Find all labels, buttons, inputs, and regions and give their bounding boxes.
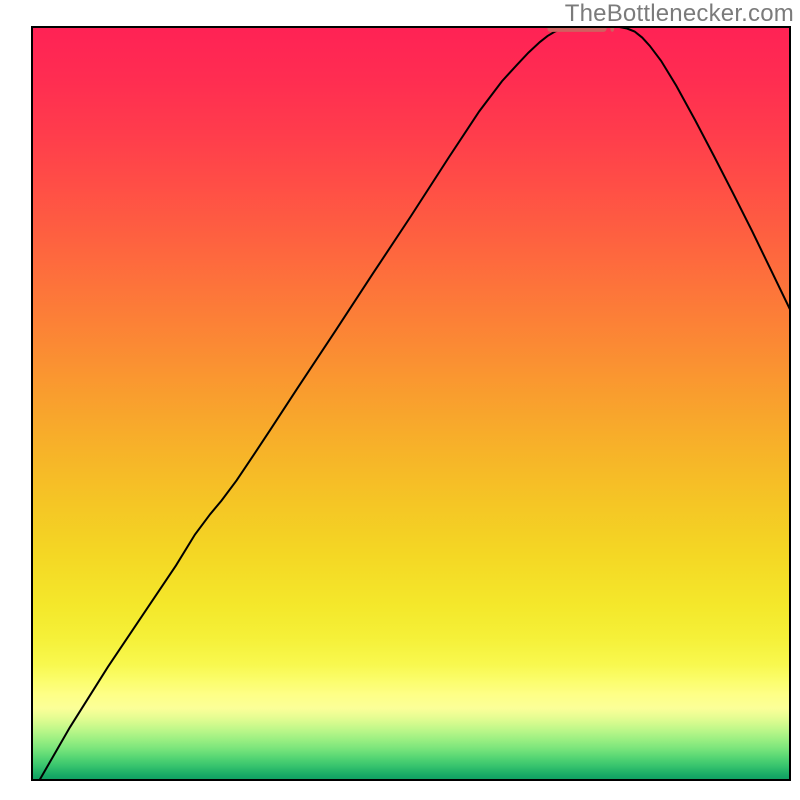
chart-svg [0, 0, 800, 800]
plot-background [32, 27, 790, 780]
chart-frame: TheBottlenecker.com [0, 0, 800, 800]
